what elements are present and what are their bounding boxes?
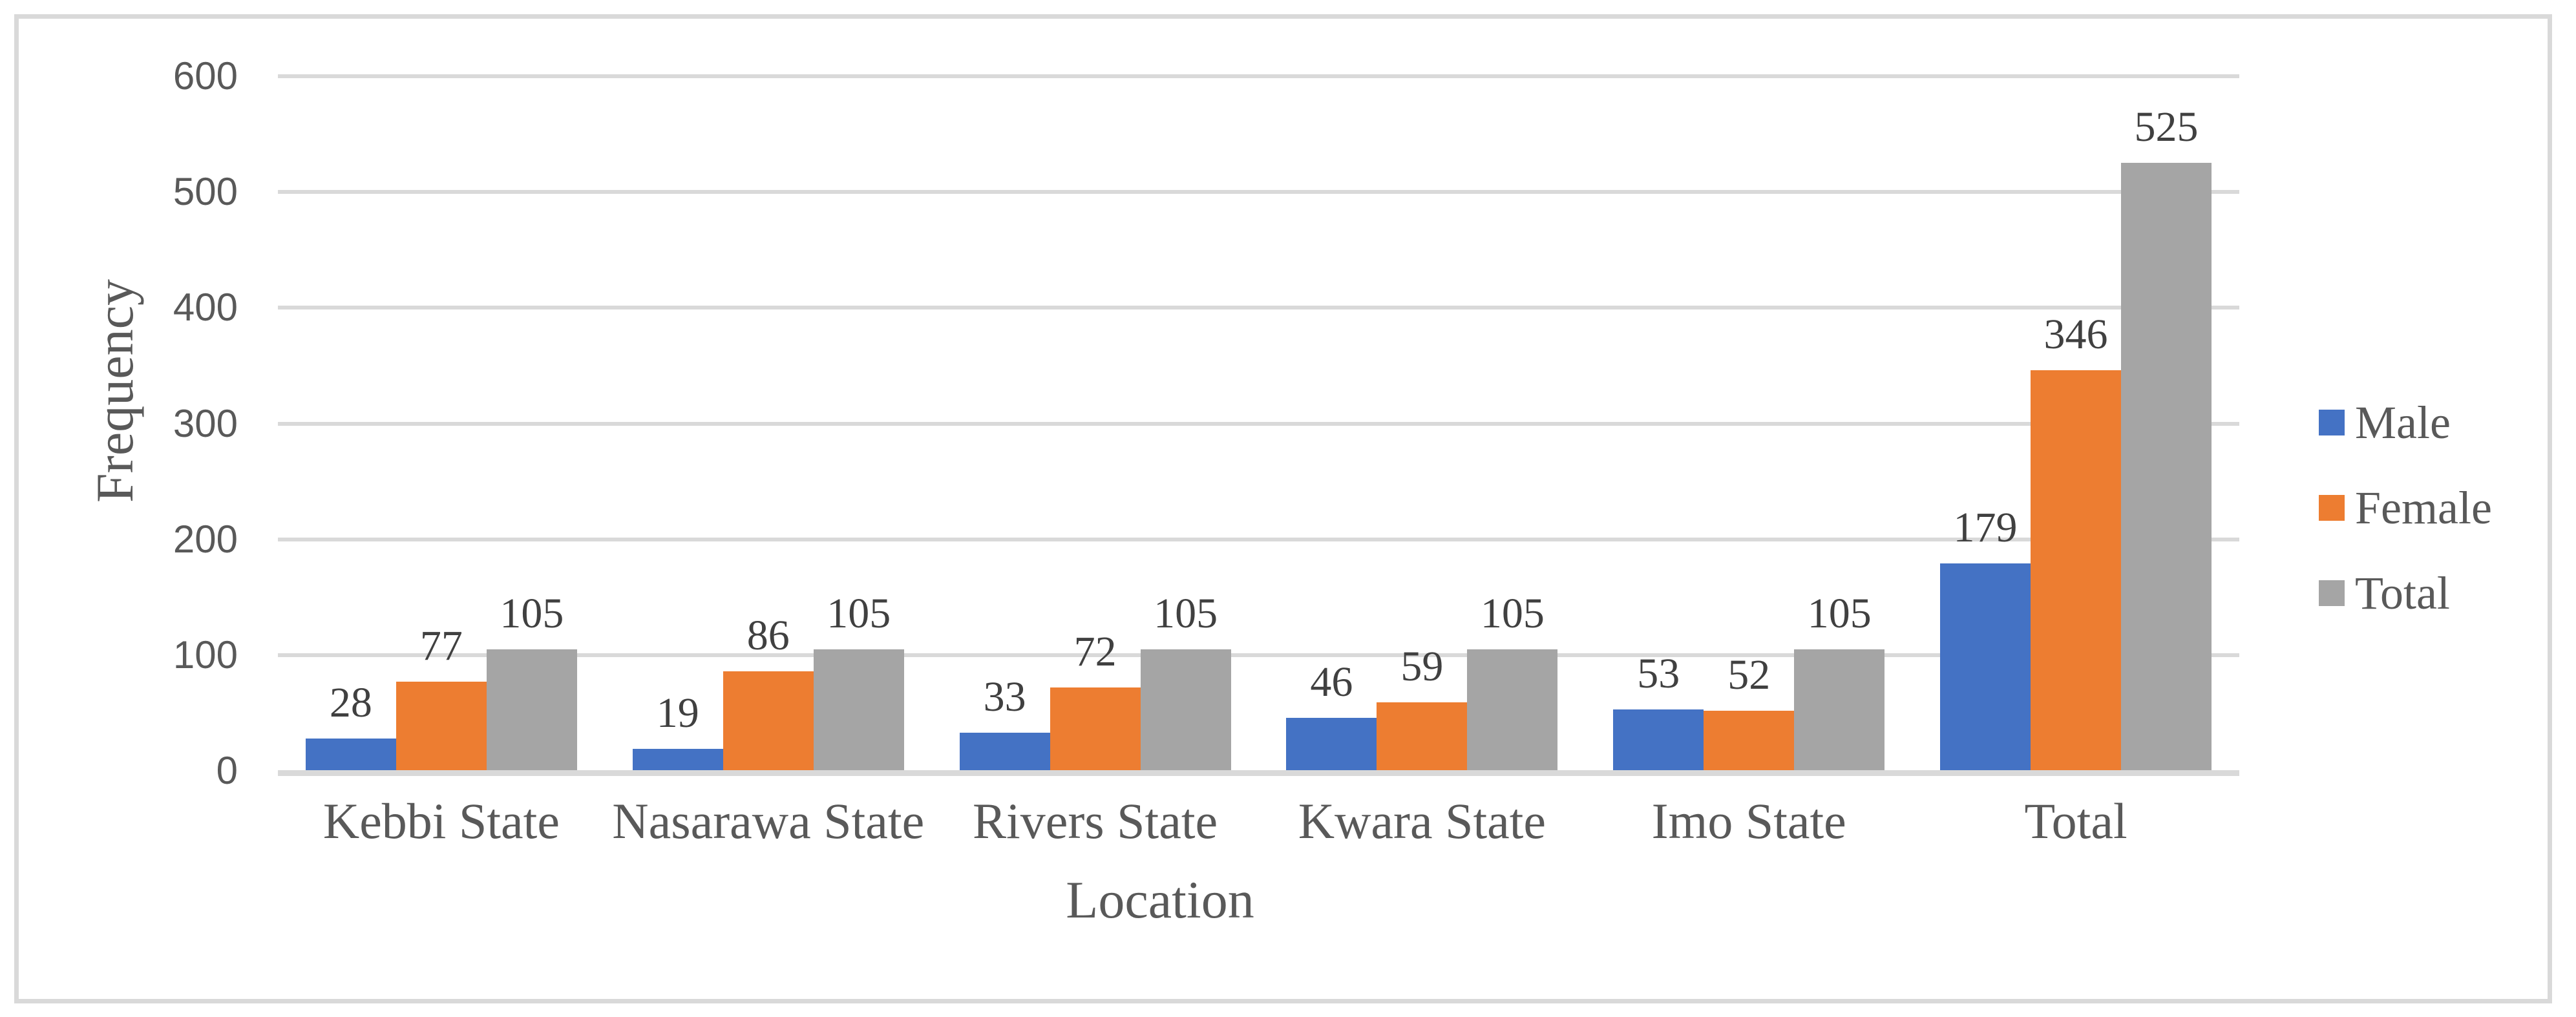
bar-male-kwara-state: 46 [1286,660,1377,771]
data-label-female-nasarawa-state: 86 [746,611,790,659]
bar-group-imo-state: 53 52 105 [1585,76,1912,771]
x-axis-title: Location [1066,870,1254,929]
data-label-female-imo-state: 52 [1727,651,1771,698]
data-label-total-rivers-state: 105 [1154,589,1218,637]
bar-group-kwara-state: 46 59 105 [1258,76,1585,771]
bar-groups: 28 77 105 19 86 105 33 72 105 46 59 105 53 52 105 179 34… [278,76,2239,771]
data-label-total-kebbi-state: 105 [500,589,564,637]
legend: Male Female Total [2319,380,2492,636]
x-category-label-imo-state: Imo State [1651,793,1846,849]
y-axis-tick-labels: 0 100 200 300 400 500 600 [0,57,238,790]
bar-male-kebbi-state: 28 [305,681,396,771]
bar-total-kwara-state: 105 [1467,592,1558,771]
data-label-total-imo-state: 105 [1807,589,1872,637]
y-tick-label-100: 100 [173,633,238,676]
data-label-female-kwara-state: 59 [1400,643,1444,691]
gridline-500 [278,190,2239,194]
bar-female-total: 346 [2031,313,2122,771]
y-tick-label-500: 500 [173,170,238,214]
bar-group-rivers-state: 33 72 105 [932,76,1259,771]
bar-total-total: 525 [2121,106,2212,771]
bar-total-imo-state: 105 [1794,592,1885,771]
bar-total-rivers-state: 105 [1140,592,1231,771]
bar-male-total: 179 [1940,507,2031,771]
legend-swatch-male [2319,410,2345,435]
gridline-200 [278,537,2239,541]
chart-border [14,14,2552,1003]
data-label-total-kwara-state: 105 [1480,589,1545,637]
gridline-400 [278,306,2239,310]
bar-female-rivers-state: 72 [1050,631,1141,771]
legend-label-female: Female [2355,482,2492,534]
bar-total-nasarawa-state: 105 [813,592,904,771]
bar-female-imo-state: 52 [1704,653,1795,771]
x-category-label-nasarawa-state: Nasarawa State [612,793,925,849]
x-category-label-rivers-state: Rivers State [973,793,1218,849]
y-tick-label-0: 0 [216,749,238,792]
legend-swatch-female [2319,495,2345,521]
bar-group-kebbi-state: 28 77 105 [278,76,605,771]
data-label-male-rivers-state: 33 [983,673,1026,720]
legend-label-total: Total [2355,567,2450,619]
y-tick-label-200: 200 [173,517,238,561]
legend-entry-female: Female [2319,465,2492,550]
data-label-total-total: 525 [2134,103,2199,151]
data-label-male-kwara-state: 46 [1310,658,1353,706]
data-label-female-total: 346 [2043,311,2108,359]
x-category-label-total: Total [2024,793,2127,849]
legend-entry-male: Male [2319,380,2492,465]
bar-female-kebbi-state: 77 [396,625,487,771]
data-label-male-nasarawa-state: 19 [656,689,699,737]
legend-label-male: Male [2355,397,2451,448]
bar-group-total: 179 346 525 [1912,76,2239,771]
data-label-female-kebbi-state: 77 [419,622,463,670]
gridline-100 [278,653,2239,657]
x-axis-category-labels: Kebbi State Nasarawa State Rivers State Kwa… [278,796,2239,846]
data-label-male-total: 179 [1953,504,2018,552]
bar-male-rivers-state: 33 [959,675,1050,771]
bar-female-kwara-state: 59 [1377,645,1468,771]
legend-swatch-total [2319,580,2345,606]
data-label-male-kebbi-state: 28 [329,678,372,726]
x-category-label-kwara-state: Kwara State [1298,793,1547,849]
bar-female-nasarawa-state: 86 [723,614,814,771]
y-tick-label-600: 600 [173,54,238,98]
data-label-total-nasarawa-state: 105 [827,589,891,637]
legend-entry-total: Total [2319,550,2492,636]
data-label-male-imo-state: 53 [1637,650,1680,698]
bar-group-nasarawa-state: 19 86 105 [605,76,932,771]
gridline-600 [278,74,2239,78]
x-category-label-kebbi-state: Kebbi State [322,793,560,849]
y-tick-label-400: 400 [173,286,238,330]
data-label-female-rivers-state: 72 [1073,628,1117,675]
bar-total-kebbi-state: 105 [486,592,577,771]
plot-area: 28 77 105 19 86 105 33 72 105 46 59 105 53 52 105 179 34… [278,74,2239,776]
y-tick-label-300: 300 [173,401,238,445]
bar-male-imo-state: 53 [1613,653,1704,771]
bar-male-nasarawa-state: 19 [632,691,723,771]
gridline-300 [278,421,2239,426]
x-axis-line [278,770,2239,776]
